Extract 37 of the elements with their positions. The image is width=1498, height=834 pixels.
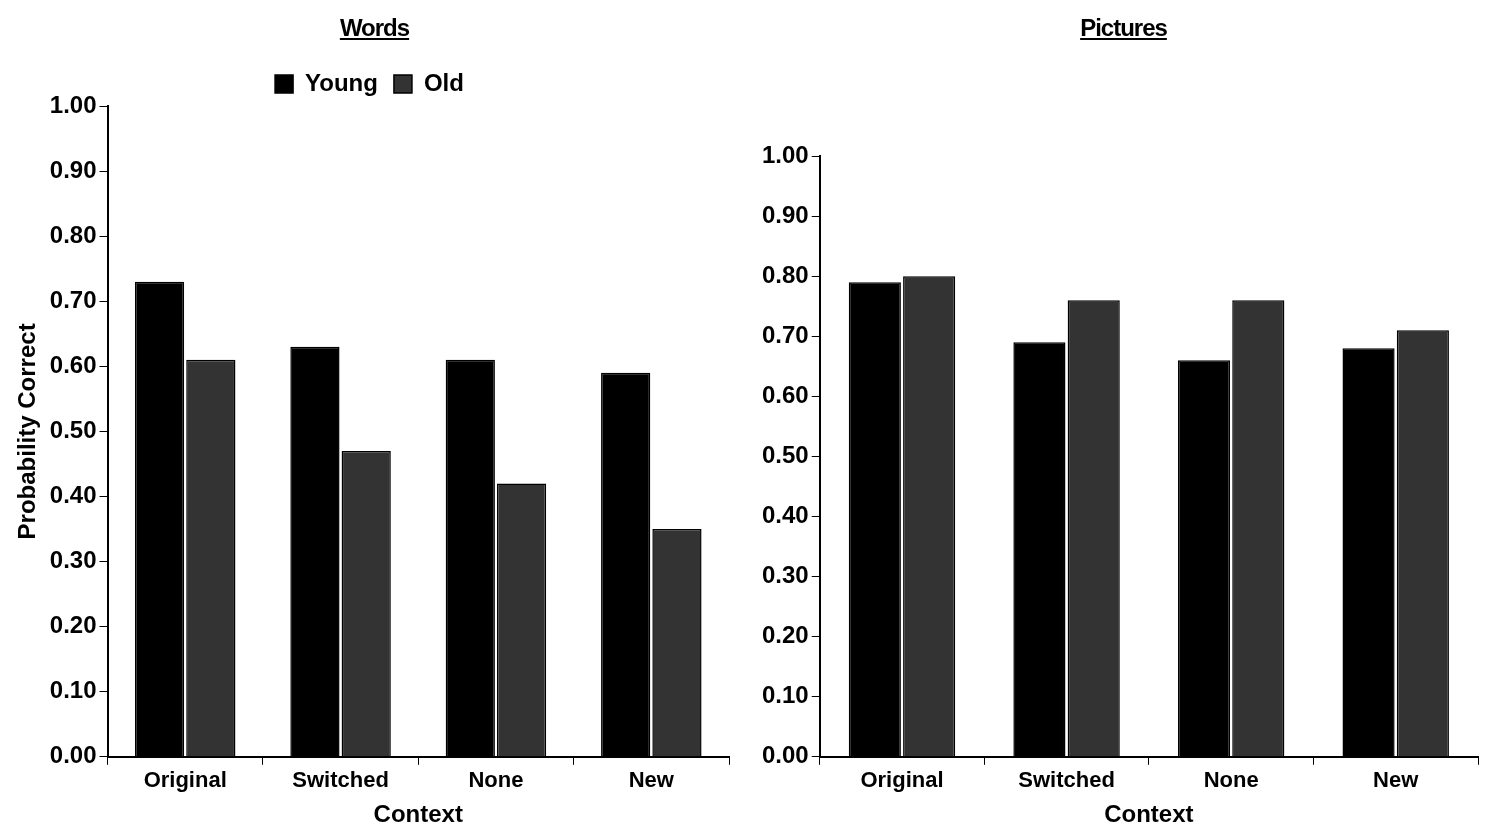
y-tick-label: 0.20 (49, 611, 97, 639)
legend-label: Old (423, 68, 464, 96)
x-tick-label: None (468, 767, 524, 793)
y-tick-label: 0.60 (49, 350, 97, 378)
y-tick-label: 0.10 (49, 676, 97, 704)
y-tick-label: 1.00 (49, 90, 97, 118)
y-axis-title: Probability Correct (13, 323, 41, 540)
x-axis-title: Context (1104, 800, 1194, 828)
y-tick-label: 0.80 (49, 220, 97, 248)
x-tick-label: New (1373, 767, 1420, 793)
y-tick-label: 0.00 (49, 741, 97, 769)
x-tick-label: Original (860, 767, 944, 793)
y-tick-label: 0.50 (49, 416, 97, 444)
y-tick-label: 0.30 (49, 546, 97, 574)
x-tick-label: Switched (292, 767, 389, 793)
y-tick-label: 0.80 (761, 260, 809, 288)
y-tick-label: 0.70 (49, 285, 97, 313)
y-tick-label: 0.90 (49, 155, 97, 183)
y-tick-label: 0.60 (761, 380, 809, 408)
x-axis-title: Context (373, 800, 463, 828)
x-tick-label: New (628, 767, 675, 793)
y-tick-label: 0.30 (761, 561, 809, 589)
x-tick-label: Original (143, 767, 227, 793)
x-tick-label: Switched (1018, 767, 1115, 793)
y-tick-label: 0.90 (761, 200, 809, 228)
chart-title: Words (338, 14, 411, 42)
y-tick-label: 0.40 (49, 481, 97, 509)
y-tick-label: 0.00 (761, 741, 809, 769)
y-tick-label: 0.70 (761, 320, 809, 348)
y-tick-label: 0.40 (761, 501, 809, 529)
y-tick-label: 0.10 (761, 681, 809, 709)
y-tick-label: 0.50 (761, 441, 809, 469)
chart-title: Pictures (1079, 14, 1168, 42)
y-tick-label: 0.20 (761, 621, 809, 649)
x-tick-label: None (1203, 767, 1259, 793)
legend-label: Young (305, 68, 378, 96)
y-tick-label: 1.00 (761, 140, 809, 168)
